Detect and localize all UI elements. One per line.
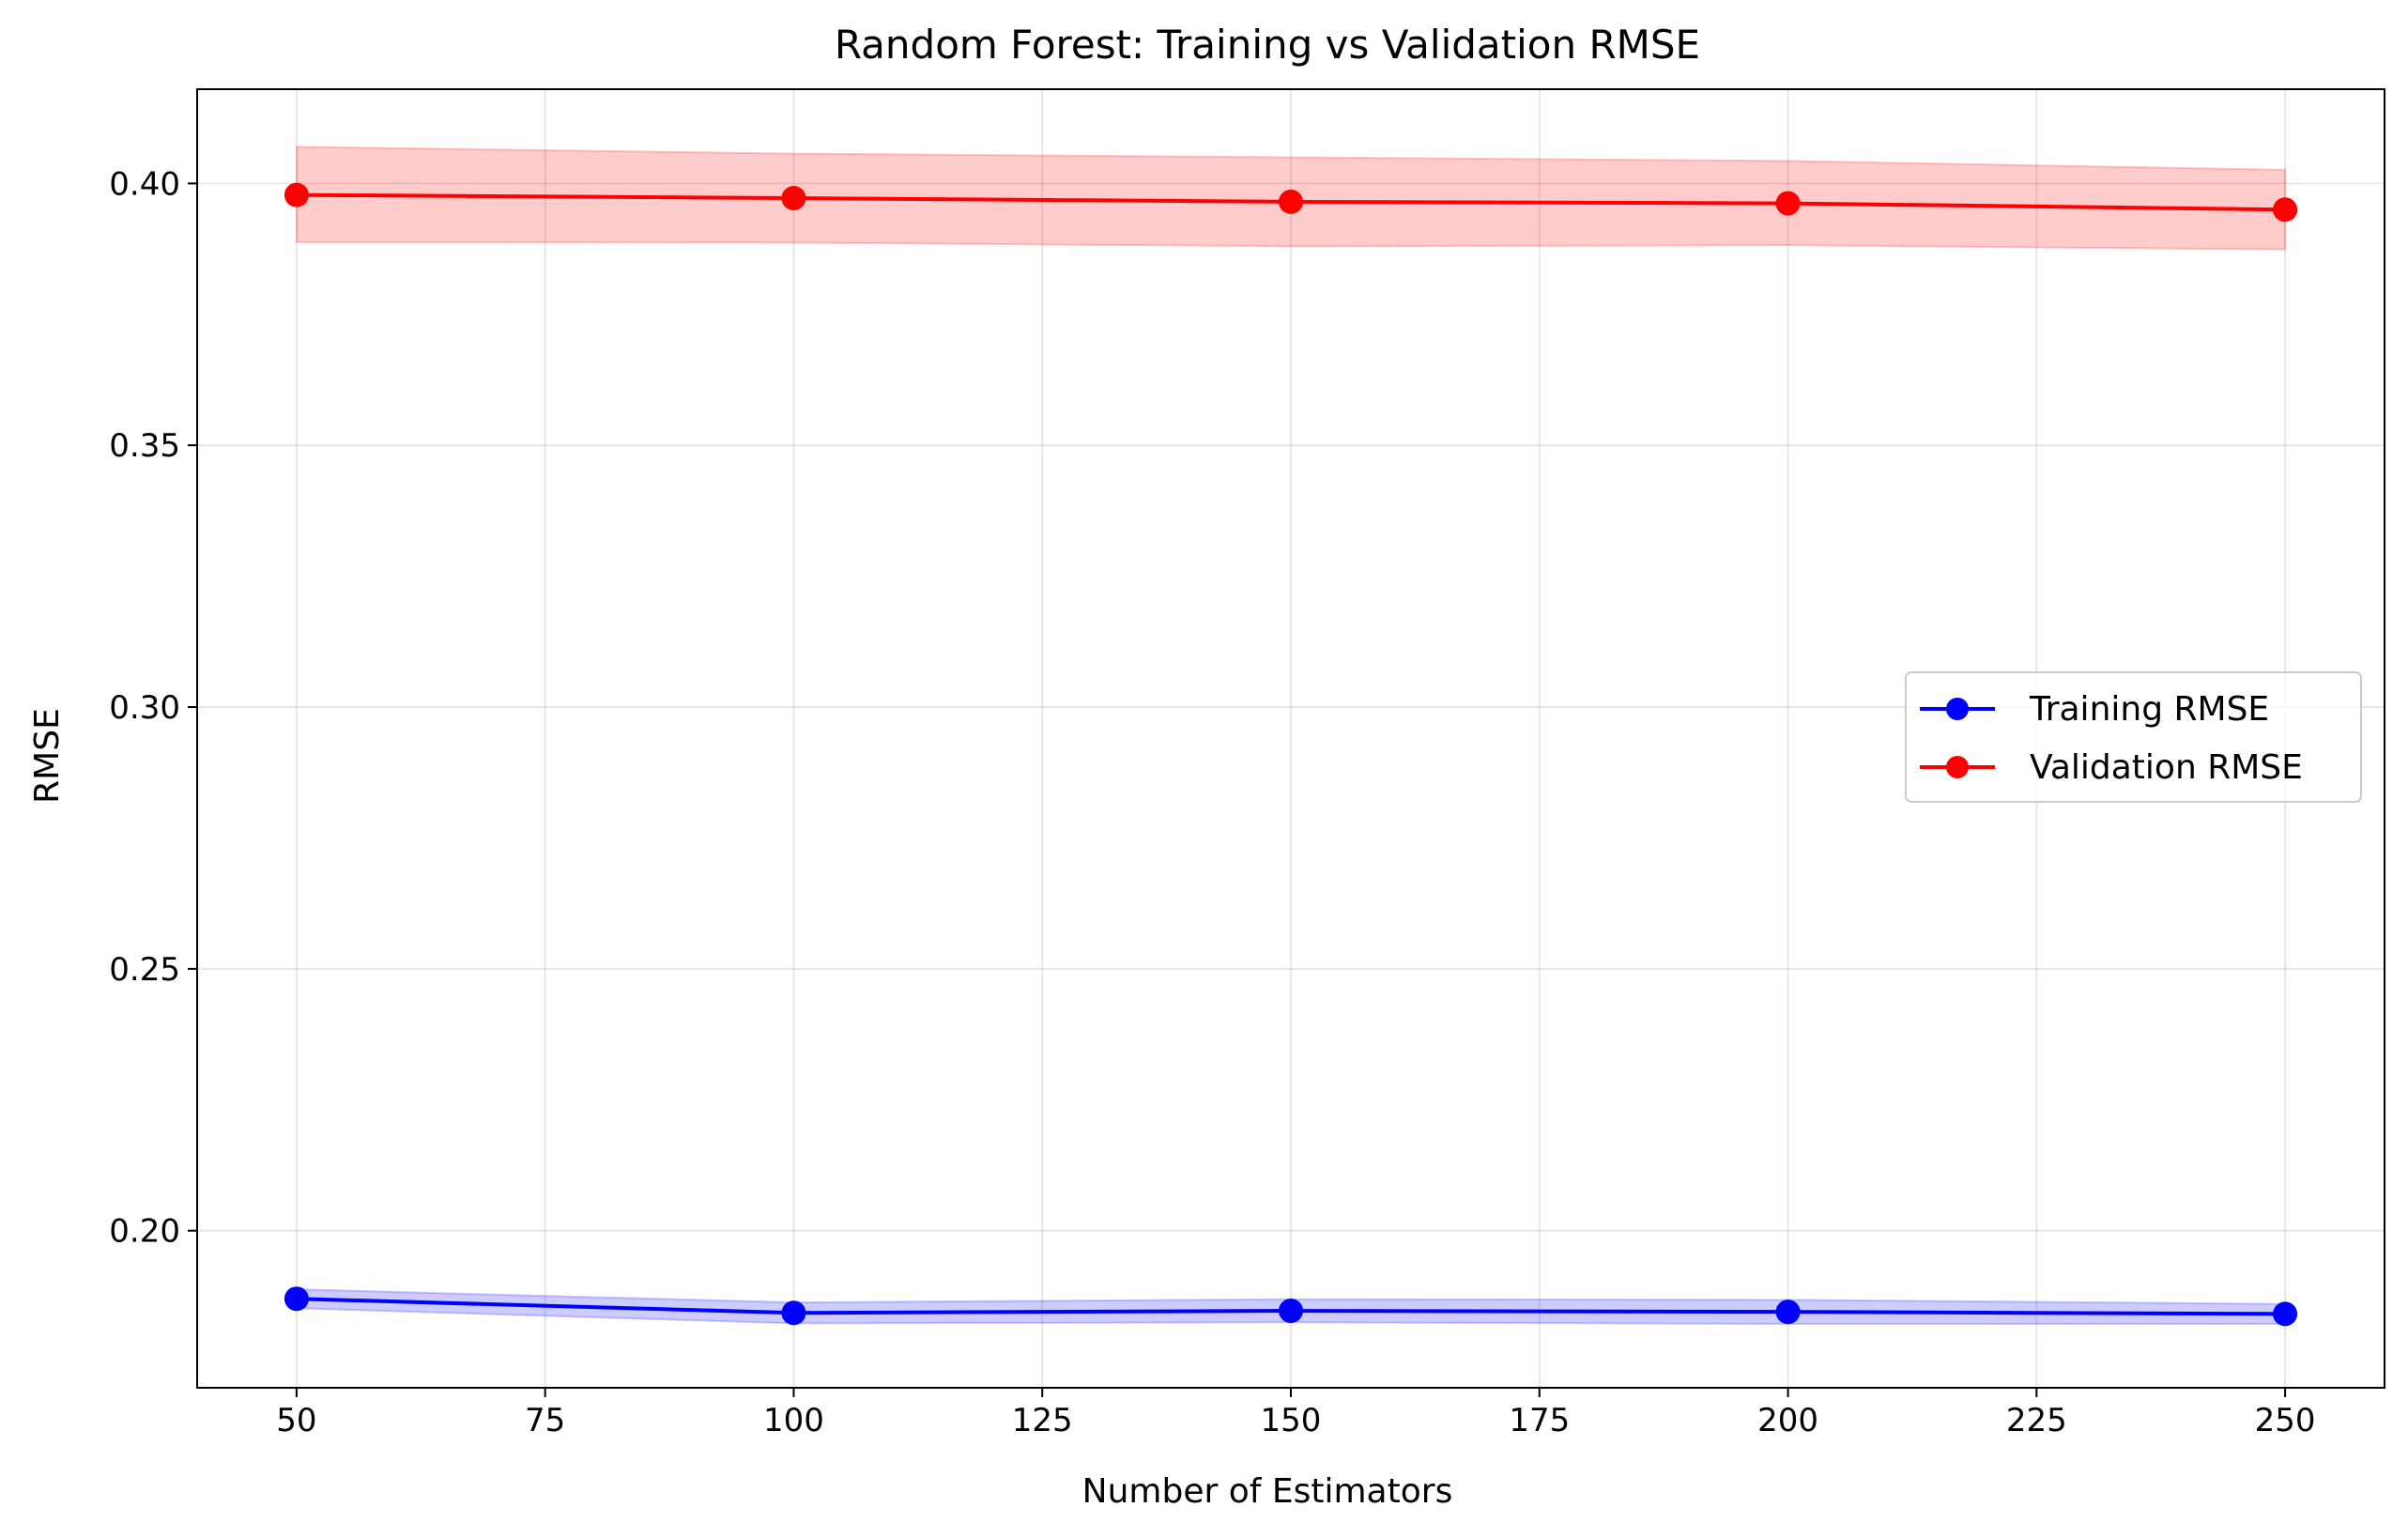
training-rmse-point-100: [781, 1300, 806, 1326]
x-tick-label-200: 200: [1757, 1402, 1818, 1439]
x-tick-label-150: 150: [1261, 1402, 1322, 1439]
chart-title: Random Forest: Training vs Validation RM…: [835, 22, 1700, 68]
x-axis-label: Number of Estimators: [1082, 1472, 1453, 1511]
validation-rmse-point-50: [284, 182, 309, 208]
y-axis-ticks: 0.20 0.25 0.30 0.35 0.40: [109, 165, 197, 1251]
legend-box: [1905, 671, 2362, 803]
legend: Training RMSE Validation RMSE: [1905, 671, 2362, 803]
y-axis-label: RMSE: [28, 708, 67, 804]
x-tick-label-125: 125: [1012, 1402, 1073, 1439]
x-axis-ticks: 50 75 100 125 150 175 200 225 250: [276, 1388, 2316, 1439]
x-tick-label-50: 50: [276, 1402, 316, 1439]
y-tick-label-0.35: 0.35: [109, 427, 180, 465]
legend-swatch-validation-marker: [1946, 756, 1969, 778]
x-tick-label-250: 250: [2255, 1402, 2316, 1439]
grid-lines: [197, 89, 2385, 1388]
y-tick-label-0.40: 0.40: [109, 165, 180, 203]
x-tick-label-175: 175: [1509, 1402, 1570, 1439]
training-rmse-point-50: [284, 1286, 309, 1312]
validation-rmse-point-100: [781, 185, 806, 210]
series-markers: [284, 182, 2298, 1327]
x-tick-label-75: 75: [525, 1402, 565, 1439]
training-rmse-point-150: [1279, 1299, 1303, 1324]
x-tick-label-225: 225: [2006, 1402, 2067, 1439]
validation-rmse-point-250: [2273, 197, 2298, 223]
y-tick-label-0.25: 0.25: [109, 951, 180, 989]
legend-label-training: Training RMSE: [2029, 690, 2269, 729]
training-rmse-point-200: [1775, 1300, 1801, 1325]
legend-label-validation: Validation RMSE: [2030, 748, 2303, 787]
legend-swatch-training-marker: [1946, 698, 1969, 720]
x-tick-label-100: 100: [763, 1402, 824, 1439]
y-tick-label-0.20: 0.20: [109, 1213, 180, 1251]
y-tick-label-0.30: 0.30: [109, 689, 180, 727]
training-rmse-point-250: [2273, 1301, 2298, 1327]
validation-rmse-point-150: [1279, 189, 1303, 214]
validation-rmse-point-200: [1775, 191, 1801, 216]
